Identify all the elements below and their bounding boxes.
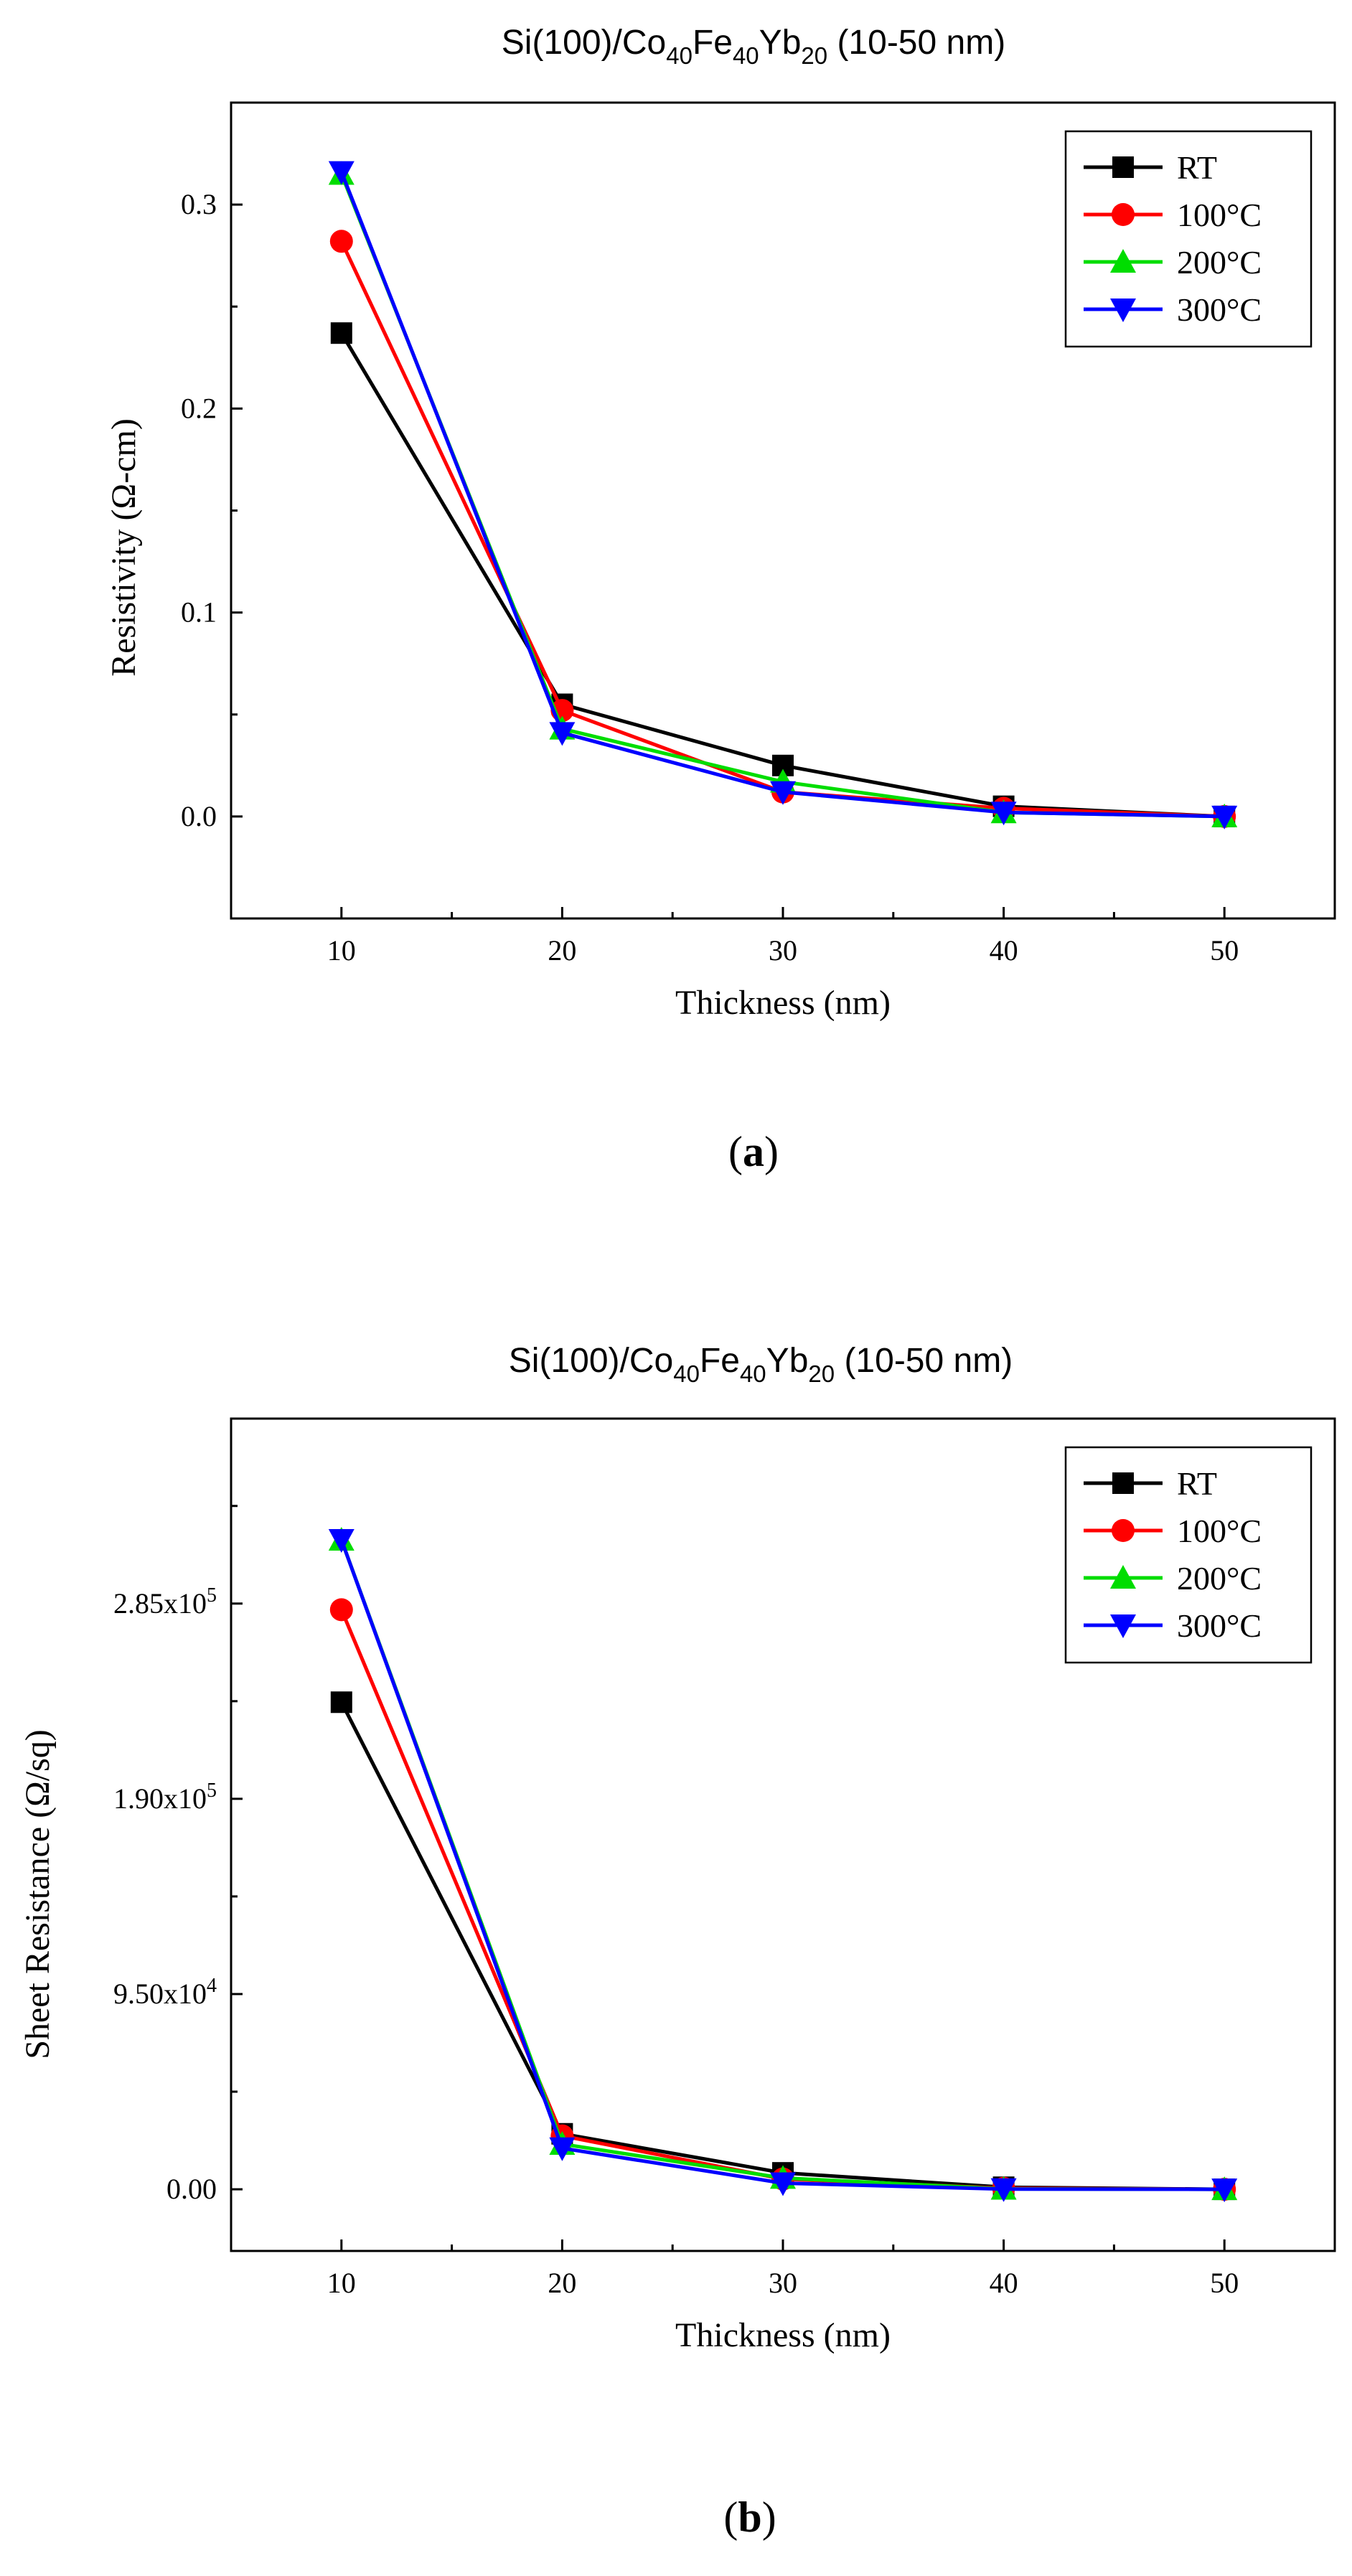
series-100-c <box>329 1598 1236 2201</box>
series-300-c <box>328 1528 1238 2203</box>
y-tick-label: 0.2 <box>181 392 217 424</box>
legend-entry-100-c: 100°C <box>1084 1513 1262 1549</box>
y-tick-label: 1.90x105 <box>113 1780 217 1815</box>
data-point-100-c <box>329 1598 353 1622</box>
data-point-300-c <box>328 1528 355 1553</box>
legend-marker <box>1112 203 1135 226</box>
legend-label: RT <box>1177 149 1217 186</box>
x-tick-label: 40 <box>990 2267 1018 2299</box>
legend-marker <box>1110 299 1136 322</box>
x-tick-label: 20 <box>548 934 576 967</box>
caption-paren-open: ( <box>728 1128 743 1175</box>
x-tick-label: 10 <box>327 934 356 967</box>
legend-entry-200-c: 200°C <box>1084 1560 1262 1597</box>
chart-a-title: Si(100)/Co40Fe40Yb20 (10-50 nm) <box>502 24 1005 69</box>
data-point-300-c <box>770 2172 796 2196</box>
chart-a: Si(100)/Co40Fe40Yb20 (10-50 nm) 10 20 30 40… <box>105 24 1336 1175</box>
chart-b-title: Si(100)/Co40Fe40Yb20 (10-50 nm) <box>509 1342 1013 1387</box>
chart-b: Si(100)/Co40Fe40Yb20 (10-50 nm) 10 20 30 40… <box>19 1342 1336 2541</box>
chart-a-caption-letter: a <box>743 1128 764 1175</box>
series-line-rt <box>339 1701 1225 2191</box>
chart-b-xlabel: Thickness (nm) <box>675 2316 891 2354</box>
legend-label: 300°C <box>1177 1607 1262 1644</box>
series-line-200-c <box>339 173 1225 819</box>
chart-b-caption-letter: b <box>738 2493 761 2541</box>
x-tick-label: 30 <box>769 2267 797 2299</box>
series-line-rt <box>339 332 1225 819</box>
chart-a-ticks: 10 20 30 40 50 0.0 0.1 0.2 0.3 <box>181 188 1239 967</box>
legend-entry-300-c: 300°C <box>1084 1607 1262 1644</box>
series-rt <box>330 1691 1236 2201</box>
legend-entry-300-c: 300°C <box>1084 291 1262 328</box>
legend-marker <box>1112 1472 1134 1494</box>
data-point-rt <box>330 322 352 344</box>
chart-b-ylabel: Sheet Resistance (Ω/sq) <box>19 1729 57 2059</box>
chart-a-caption: (a) <box>728 1128 779 1175</box>
chart-b-plot-frame <box>230 1417 1336 2252</box>
series-line-300-c <box>339 171 1225 819</box>
legend-entry-rt: RT <box>1084 1465 1217 1502</box>
chart-b-caption: (b) <box>723 2493 776 2541</box>
series-line-300-c <box>339 1539 1225 2191</box>
y-tick-label: 0.00 <box>166 2173 217 2205</box>
chart-b-legend-box <box>1064 1446 1313 1664</box>
y-tick-label: 0.1 <box>181 596 217 629</box>
legend-label: 200°C <box>1177 1560 1262 1597</box>
series-200-c <box>328 1526 1238 2201</box>
data-point-300-c <box>549 2137 576 2161</box>
legend-label: 100°C <box>1177 1513 1262 1549</box>
y-tick-label: 0.0 <box>181 800 217 832</box>
caption-paren-close: ) <box>764 1128 779 1175</box>
legend-label: 200°C <box>1177 244 1262 281</box>
caption-paren-close: ) <box>762 2493 776 2541</box>
legend-entry-rt: RT <box>1084 149 1217 186</box>
legend-marker <box>1112 156 1134 178</box>
chart-a-ylabel: Resistivity (Ω-cm) <box>105 418 143 677</box>
chart-a-series <box>328 161 1238 829</box>
legend-marker <box>1110 1614 1136 1638</box>
caption-paren-open: ( <box>723 2493 738 2541</box>
chart-b-ticks: 10 20 30 40 50 0.00 9.50x104 1.90x105 2.85x105 <box>113 1505 1239 2299</box>
x-tick-label: 50 <box>1210 934 1239 967</box>
x-tick-label: 30 <box>769 934 797 967</box>
legend-marker <box>1110 249 1136 273</box>
legend-entry-200-c: 200°C <box>1084 244 1262 281</box>
x-tick-label: 10 <box>327 2267 356 2299</box>
data-point-300-c <box>770 781 796 805</box>
series-rt <box>330 322 1236 827</box>
legend-label: RT <box>1177 1465 1217 1502</box>
y-tick-label: 9.50x104 <box>113 1975 217 2010</box>
series-line-200-c <box>339 1539 1225 2191</box>
chart-a-legend-box <box>1064 130 1313 348</box>
data-point-rt <box>330 1691 352 1714</box>
x-tick-label: 20 <box>548 2267 576 2299</box>
series-300-c <box>328 161 1238 829</box>
chart-b-series <box>328 1526 1238 2203</box>
data-point-300-c <box>990 2178 1017 2202</box>
y-tick-label: 2.85x105 <box>113 1584 217 1620</box>
legend-label: 300°C <box>1177 291 1262 328</box>
series-line-100-c <box>339 240 1225 819</box>
data-point-300-c <box>990 802 1017 826</box>
chart-a-xlabel: Thickness (nm) <box>675 984 891 1022</box>
series-100-c <box>329 230 1236 828</box>
legend-entry-100-c: 100°C <box>1084 197 1262 233</box>
data-point-300-c <box>328 161 355 185</box>
legend-label: 100°C <box>1177 197 1262 233</box>
x-tick-label: 50 <box>1210 2267 1239 2299</box>
legend-marker <box>1110 1565 1136 1589</box>
data-point-300-c <box>1211 2178 1238 2203</box>
data-point-300-c <box>1211 805 1238 829</box>
legend-marker <box>1112 1519 1135 1542</box>
data-point-300-c <box>549 722 576 746</box>
y-tick-label: 0.3 <box>181 188 217 220</box>
data-point-100-c <box>329 230 353 253</box>
chart-a-legend: RT 100°C 200°C 300°C <box>1064 130 1313 348</box>
x-tick-label: 40 <box>990 934 1018 967</box>
chart-b-legend: RT 100°C 200°C 300°C <box>1064 1446 1313 1664</box>
